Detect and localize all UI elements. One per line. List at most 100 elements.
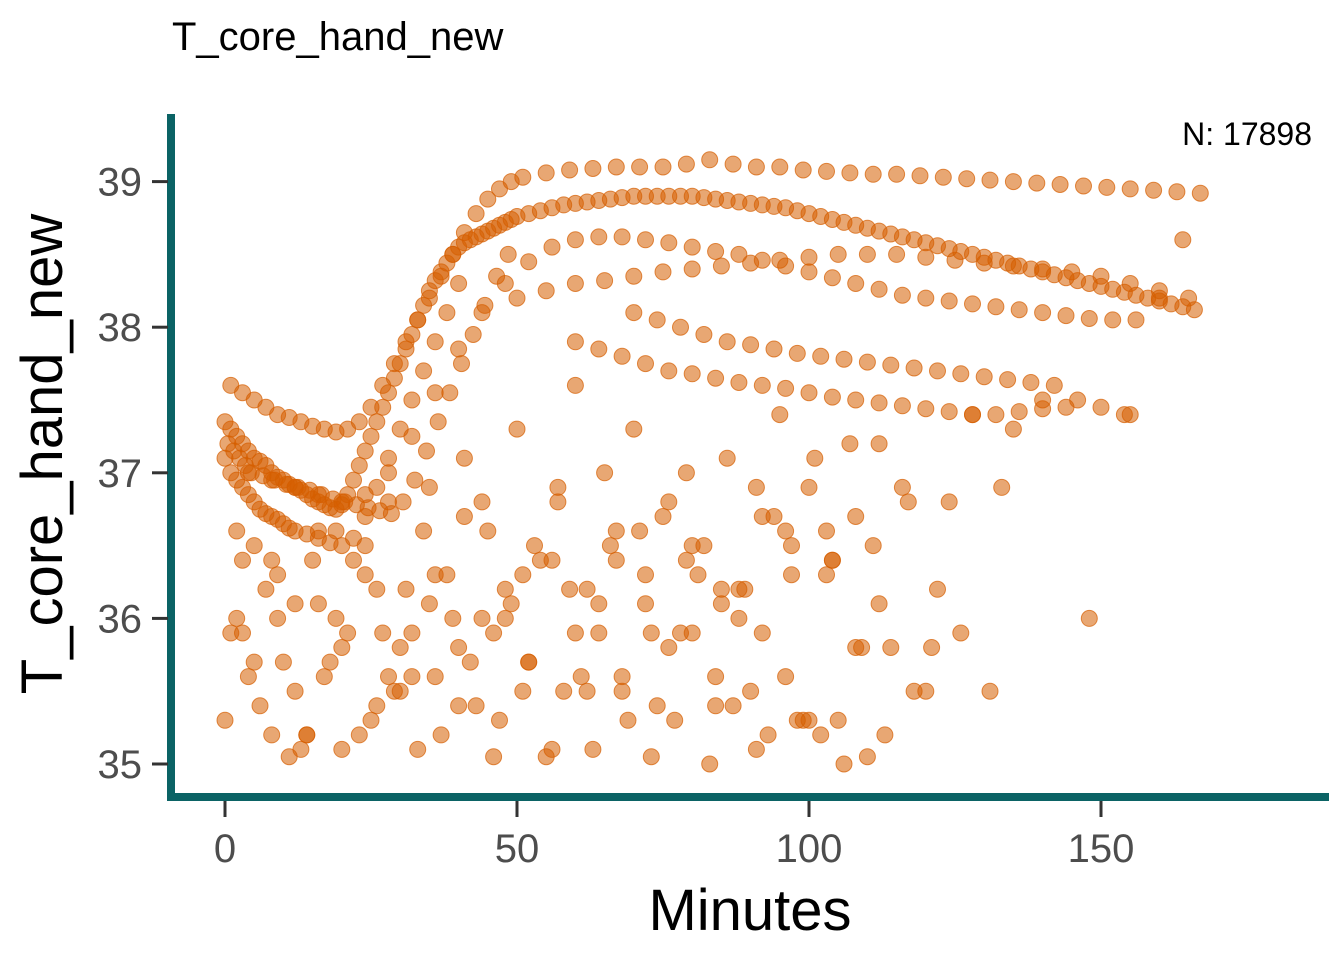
data-point [455,508,473,525]
data-point [350,413,368,431]
data-point [537,282,555,300]
data-point [1092,267,1110,285]
data-point [590,624,608,642]
data-point [292,740,310,758]
data-point [747,158,765,176]
data-point [1022,374,1040,391]
data-point [607,522,625,540]
data-point [835,755,853,773]
data-point [520,253,538,271]
data-point [298,726,316,744]
data-point [476,296,494,314]
data-point [940,403,958,421]
data-point [893,397,911,415]
data-point [479,522,497,540]
data-point [625,267,643,285]
data-point [473,609,491,627]
data-point [345,471,362,489]
data-point [1004,173,1022,191]
data-point [777,522,795,540]
data-point [496,609,514,627]
data-point [619,711,637,729]
data-point [917,248,935,266]
data-point [304,551,322,569]
data-point [502,595,520,613]
data-point [1045,376,1063,394]
data-point [432,726,450,744]
data-point [905,682,923,700]
data-point [958,170,976,188]
data-point [625,304,643,322]
data-point [1004,257,1022,275]
y-tick-label: 37 [98,452,143,496]
data-point [584,740,602,758]
data-point [724,155,742,173]
data-point [403,668,421,686]
data-point [467,697,485,715]
data-point [677,464,695,482]
data-point [742,682,760,700]
data-point [496,580,514,598]
data-point [701,151,719,169]
data-point [596,464,614,482]
data-point [730,609,748,627]
data-point [695,326,713,343]
data-point [648,311,666,329]
data-point [1010,301,1028,319]
data-point [876,726,894,744]
data-point [870,394,888,412]
data-point [642,748,660,766]
data-point [847,639,865,656]
data-point [309,522,327,540]
data-point [345,551,362,569]
data-point [683,365,701,383]
data-point [420,595,438,613]
data-point [946,251,964,269]
data-point [823,388,841,406]
data-point [800,478,818,496]
data-point [964,406,981,424]
x-axis-ticks: 0 50 100 150 [214,801,1134,871]
data-point [216,711,234,729]
data-point [420,289,438,307]
data-point [707,243,725,260]
data-point [1104,311,1122,329]
data-point [555,682,573,700]
data-point [380,464,397,482]
data-point [438,304,456,322]
data-point [929,362,946,380]
data-point [1004,420,1022,438]
data-point [683,238,701,256]
data-point [374,376,392,394]
data-points [216,151,1209,773]
data-point [362,427,380,445]
data-point [508,289,526,307]
y-axis-ticks: 35 36 37 38 39 [98,161,168,787]
data-point [800,384,818,402]
data-point [368,580,386,598]
data-point [374,624,392,642]
data-point [391,420,409,438]
data-point [453,355,470,373]
data-point [660,234,678,252]
data-point [701,755,719,773]
data-point [666,711,684,729]
data-point [409,740,427,758]
data-point [707,697,725,715]
data-point [981,682,999,700]
data-point [677,551,695,569]
data-point [794,161,812,179]
data-point [380,668,397,686]
data-point [1010,403,1028,421]
data-point [499,245,517,263]
data-point [566,275,584,292]
data-point [1121,275,1139,292]
data-point [1051,176,1069,193]
data-point [426,668,444,686]
data-point [637,231,654,249]
data-point [660,639,678,656]
data-point [356,566,374,584]
data-point [847,391,865,409]
data-point [929,580,946,598]
